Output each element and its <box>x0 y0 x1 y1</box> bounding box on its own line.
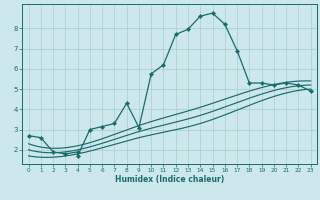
X-axis label: Humidex (Indice chaleur): Humidex (Indice chaleur) <box>115 175 224 184</box>
